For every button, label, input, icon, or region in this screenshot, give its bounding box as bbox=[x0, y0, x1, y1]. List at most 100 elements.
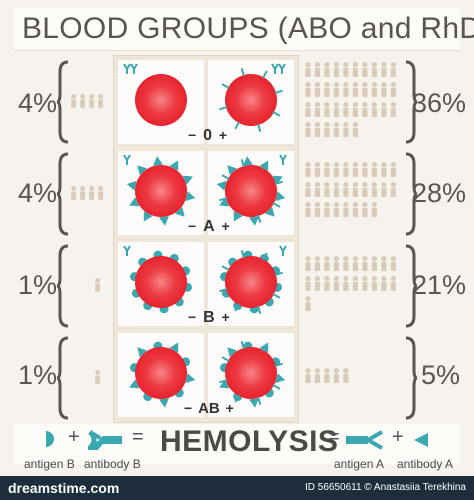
rh-antigen-icon bbox=[240, 159, 245, 168]
antigen-a-icon bbox=[169, 160, 179, 171]
right-brace-icon bbox=[405, 60, 418, 144]
antibody-a-caption: antibody A bbox=[397, 457, 454, 471]
antigen-a-icon bbox=[169, 342, 179, 353]
people-group-icon bbox=[71, 186, 103, 200]
people-group-icon bbox=[305, 162, 396, 217]
right-percent-o: 36% bbox=[412, 88, 467, 118]
left-brace-icon bbox=[56, 244, 69, 328]
blood-type-name: A bbox=[203, 218, 215, 235]
antigen-a-icon bbox=[185, 373, 196, 384]
rh-antigen-icon bbox=[274, 89, 283, 94]
antigen-a-icon bbox=[182, 175, 193, 185]
antigen-a-icon bbox=[275, 191, 286, 202]
people-group-icon bbox=[305, 368, 349, 383]
antibody-b-caption: antibody B bbox=[84, 457, 141, 471]
equals-sign: = bbox=[132, 426, 144, 448]
antigen-a-icon bbox=[137, 165, 148, 176]
rh-antigen-icon bbox=[274, 271, 283, 276]
right-percent-a: 28% bbox=[412, 178, 467, 208]
blood-type-label-o: − 0 + bbox=[188, 127, 227, 145]
rh-antigen-icon bbox=[262, 70, 268, 79]
red-blood-cell-icon bbox=[216, 154, 287, 226]
antigen-a-icon bbox=[158, 398, 169, 408]
cell-ab-positive bbox=[208, 333, 294, 417]
right-percent-b: 21% bbox=[412, 270, 467, 300]
rh-antigen-icon bbox=[274, 180, 283, 185]
footer-id: ID 56650611 © Anastasiia Terekhina bbox=[305, 482, 466, 493]
red-blood-cell-icon bbox=[123, 154, 196, 226]
left-percent-o: 4% bbox=[18, 88, 58, 118]
antigen-a-icon bbox=[219, 379, 230, 389]
cell-b-negative bbox=[118, 242, 204, 326]
red-blood-cell-icon bbox=[123, 245, 192, 314]
blood-type-name: AB bbox=[198, 400, 220, 417]
antibody-icon bbox=[130, 63, 138, 74]
rh-antigen-icon bbox=[219, 288, 228, 293]
rh-positive-sign: + bbox=[218, 127, 228, 143]
blood-type-label-a: − A + bbox=[188, 218, 230, 236]
rh-antigen-icon bbox=[234, 121, 240, 130]
blood-type-name: B bbox=[203, 309, 215, 326]
antigen-a-caption: antigen A bbox=[334, 457, 385, 471]
right-brace-icon bbox=[405, 336, 418, 420]
left-percent-ab: 1% bbox=[18, 360, 58, 390]
antigen-a-icon bbox=[174, 206, 185, 217]
blood-type-name: 0 bbox=[203, 127, 212, 144]
cell-a-negative bbox=[118, 151, 204, 235]
rh-negative-sign: − bbox=[188, 127, 197, 143]
left-brace-icon bbox=[56, 336, 69, 420]
right-brace-icon bbox=[405, 152, 418, 236]
left-percent-b: 1% bbox=[18, 270, 58, 300]
antibody-icon bbox=[279, 154, 287, 165]
footer-bar: dreamstime.com ID 56650611 © Anastasiia … bbox=[0, 476, 474, 500]
rh-antigen-icon bbox=[272, 384, 281, 390]
rh-antigen-icon bbox=[221, 265, 230, 271]
rh-antigen-icon bbox=[221, 174, 230, 180]
antigen-a-icon bbox=[219, 197, 230, 207]
red-blood-cell-icon bbox=[129, 341, 196, 408]
antigen-a-icon bbox=[243, 156, 254, 166]
antibody-a-icon bbox=[346, 430, 383, 450]
rh-antigen-icon bbox=[272, 202, 281, 208]
plus-sign: + bbox=[68, 426, 80, 448]
rh-antigen-icon bbox=[221, 356, 230, 362]
rh-positive-sign: + bbox=[221, 309, 230, 325]
antigen-a-icon bbox=[129, 197, 140, 207]
rh-antigen-icon bbox=[262, 252, 268, 261]
cell-ab-negative bbox=[118, 333, 204, 417]
antigen-a-icon bbox=[227, 165, 238, 176]
rh-antigen-icon bbox=[221, 83, 230, 89]
rh-antigen-icon bbox=[219, 379, 228, 384]
people-group-icon bbox=[305, 62, 396, 137]
rh-antigen-icon bbox=[272, 111, 281, 117]
right-percent-ab: 5% bbox=[420, 360, 460, 390]
antibody-icon bbox=[123, 245, 131, 256]
antigen-a-icon bbox=[248, 398, 259, 408]
rh-antigen-icon bbox=[262, 161, 268, 170]
footer-logo: dreamstime.com bbox=[8, 480, 120, 496]
rh-antigen-icon bbox=[234, 212, 240, 221]
rh-antigen-icon bbox=[257, 214, 262, 223]
people-group-icon bbox=[305, 256, 396, 311]
antibody-icon bbox=[123, 154, 131, 165]
antigen-b-icon bbox=[46, 431, 54, 447]
antigen-a-icon bbox=[153, 156, 164, 166]
rh-positive-sign: + bbox=[221, 218, 230, 234]
rh-antigen-icon bbox=[240, 68, 245, 77]
red-blood-cell-icon bbox=[219, 341, 286, 408]
rh-antigen-icon bbox=[219, 106, 228, 111]
rh-negative-sign: − bbox=[188, 218, 197, 234]
antigen-a-icon bbox=[414, 433, 428, 447]
antigen-a-icon bbox=[227, 347, 238, 358]
left-percent-a: 4% bbox=[18, 178, 58, 208]
antigen-a-icon bbox=[248, 216, 259, 226]
rh-antigen-icon bbox=[274, 362, 283, 367]
rh-antigen-icon bbox=[257, 396, 262, 405]
title-bar: BLOOD GROUPS (ABO and RhD) bbox=[14, 8, 474, 51]
antigen-a-icon bbox=[185, 191, 196, 202]
rh-antigen-icon bbox=[262, 343, 268, 352]
hemolysis-label: HEMOLYSIS bbox=[160, 425, 339, 458]
blood-type-label-b: − B + bbox=[188, 309, 230, 327]
antibody-icon bbox=[279, 245, 287, 256]
antigen-a-icon bbox=[143, 211, 153, 222]
